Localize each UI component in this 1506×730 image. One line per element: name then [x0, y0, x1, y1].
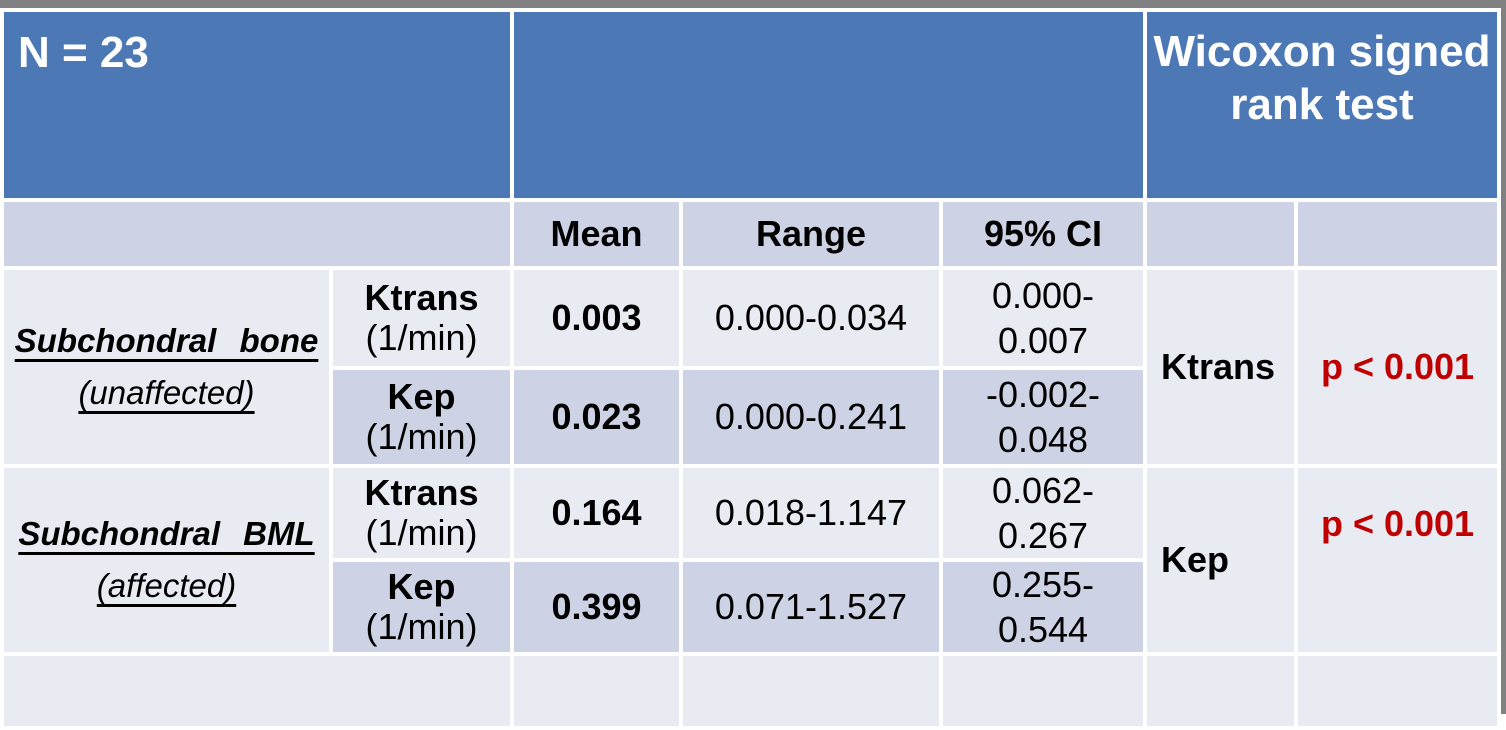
window-top-edge [0, 0, 1506, 8]
column-header-row: Mean Range 95% CI [4, 202, 1498, 266]
range-value: 0.018-1.147 [683, 468, 939, 558]
table-row: Kep (1/min) 0.399 0.071-1.527 0.255- 0.5… [4, 562, 1497, 652]
group-label-affected: Subchondral BML (affected) [4, 468, 329, 652]
column-header-range: Range [683, 202, 939, 266]
empty-cell [943, 656, 1143, 726]
table-row: Subchondral bone (unaffected) Ktrans (1/… [4, 270, 1498, 464]
group-qualifier: (affected) [96, 567, 237, 604]
mean-value: 0.164 [514, 468, 679, 558]
param-unit: (1/min) [365, 317, 478, 358]
param-cell: Ktrans (1/min) [333, 270, 510, 366]
p-value-ktrans: p < 0.001 [1298, 270, 1498, 464]
results-table: N = 23 Wicoxon signed rank test Mean Ran… [0, 8, 1501, 730]
group-label-unaffected: Subchondral bone (unaffected) [4, 270, 329, 464]
empty-cell [514, 656, 679, 726]
table-row: Subchondral BML (affected) Ktrans (1/min… [4, 468, 1498, 652]
param-unit: (1/min) [365, 512, 478, 553]
ci-value: -0.002- 0.048 [943, 370, 1143, 464]
param-cell: Kep (1/min) [333, 562, 510, 652]
column-header-empty-left [4, 202, 510, 266]
empty-cell [1298, 656, 1498, 726]
range-value: 0.000-0.241 [683, 370, 939, 464]
p-value-kep: p < 0.001 [1298, 468, 1498, 652]
param-unit: (1/min) [365, 606, 478, 647]
group-name: Subchondral bone [14, 322, 319, 359]
ci-value: 0.255- 0.544 [943, 562, 1143, 652]
ci-value: 0.062- 0.267 [943, 468, 1143, 558]
column-header-ci: 95% CI [943, 202, 1143, 266]
window-right-edge [1501, 0, 1506, 714]
header-spacer-cell [514, 12, 1143, 198]
param-cell: Kep (1/min) [333, 370, 510, 464]
empty-cell [683, 656, 939, 726]
range-value: 0.071-1.527 [683, 562, 939, 652]
param-cell: Ktrans (1/min) [333, 468, 510, 558]
empty-bottom-row [4, 656, 1498, 726]
ci-value: 0.000- 0.007 [943, 270, 1143, 366]
param-unit: (1/min) [365, 416, 478, 457]
group-qualifier: (unaffected) [78, 374, 255, 411]
empty-cell [1147, 656, 1294, 726]
table-row: Kep (1/min) 0.023 0.000-0.241 -0.002- 0.… [4, 370, 1497, 464]
column-header-mean: Mean [514, 202, 679, 266]
empty-cell [4, 656, 510, 726]
table-header-row: N = 23 Wicoxon signed rank test [4, 12, 1498, 198]
test-param-ktrans: Ktrans [1147, 270, 1294, 464]
test-param-kep: Kep [1147, 468, 1294, 652]
range-value: 0.000-0.034 [683, 270, 939, 366]
param-name: Ktrans [364, 277, 479, 318]
column-header-empty-test-param [1147, 202, 1294, 266]
test-title-cell: Wicoxon signed rank test [1147, 12, 1498, 198]
param-name: Kep [387, 376, 456, 417]
mean-value: 0.003 [514, 270, 679, 366]
sample-size-cell: N = 23 [4, 12, 510, 198]
param-name: Ktrans [364, 472, 479, 513]
mean-value: 0.023 [514, 370, 679, 464]
column-header-empty-pvalue [1298, 202, 1498, 266]
group-name: Subchondral BML [18, 515, 315, 552]
mean-value: 0.399 [514, 562, 679, 652]
param-name: Kep [387, 566, 456, 607]
